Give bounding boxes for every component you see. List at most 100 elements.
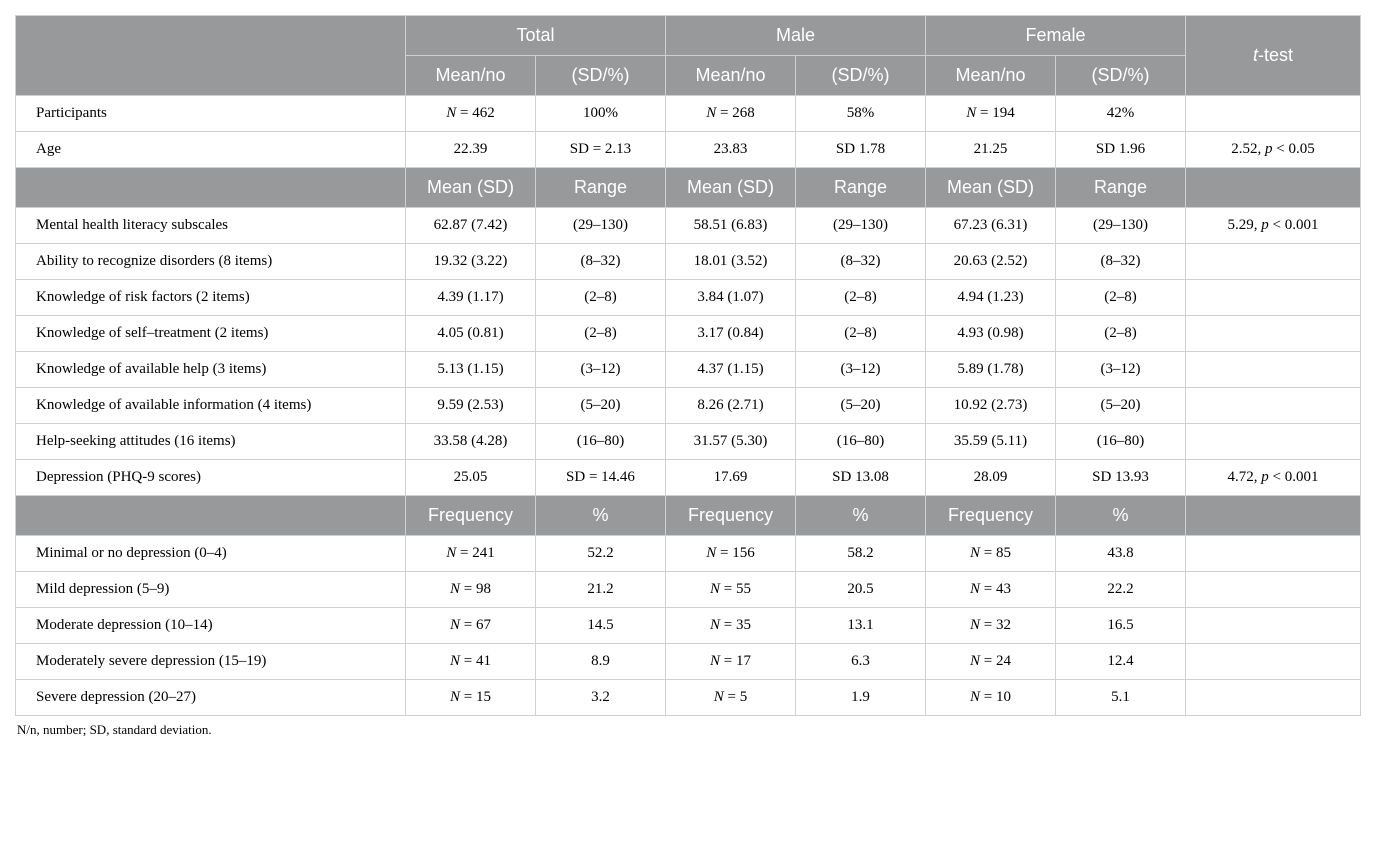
data-cell: 42% (1056, 96, 1186, 132)
data-cell: 8.26 (2.71) (666, 388, 796, 424)
ttest-cell (1186, 96, 1361, 132)
header-sub: Frequency (406, 496, 536, 536)
data-cell: 4.39 (1.17) (406, 280, 536, 316)
ttest-cell (1186, 644, 1361, 680)
data-cell: SD 1.96 (1056, 132, 1186, 168)
table-row: Knowledge of available help (3 items)5.1… (16, 352, 1361, 388)
header-female: Female (926, 16, 1186, 56)
data-cell: N = 268 (666, 96, 796, 132)
data-cell: (2–8) (796, 316, 926, 352)
data-cell: 19.32 (3.22) (406, 244, 536, 280)
data-cell: 23.83 (666, 132, 796, 168)
data-cell: 17.69 (666, 460, 796, 496)
row-label: Participants (16, 96, 406, 132)
data-cell: (3–12) (1056, 352, 1186, 388)
row-label: Knowledge of risk factors (2 items) (16, 280, 406, 316)
data-cell: 3.2 (536, 680, 666, 716)
data-cell: 5.1 (1056, 680, 1186, 716)
row-label: Moderate depression (10–14) (16, 608, 406, 644)
data-cell: (5–20) (796, 388, 926, 424)
table-row: Knowledge of self–treatment (2 items)4.0… (16, 316, 1361, 352)
data-cell: N = 15 (406, 680, 536, 716)
row-label: Ability to recognize disorders (8 items) (16, 244, 406, 280)
data-cell: 13.1 (796, 608, 926, 644)
data-cell: N = 24 (926, 644, 1056, 680)
row-label: Age (16, 132, 406, 168)
data-cell: SD 13.93 (1056, 460, 1186, 496)
header-blank (16, 16, 406, 96)
data-cell: N = 98 (406, 572, 536, 608)
data-cell: N = 67 (406, 608, 536, 644)
data-cell: 12.4 (1056, 644, 1186, 680)
table-row: Mild depression (5–9)N = 9821.2N = 5520.… (16, 572, 1361, 608)
data-cell: 33.58 (4.28) (406, 424, 536, 460)
table-row: Mental health literacy subscales62.87 (7… (16, 208, 1361, 244)
row-label: Mental health literacy subscales (16, 208, 406, 244)
ttest-cell (1186, 280, 1361, 316)
table-row: Knowledge of risk factors (2 items)4.39 … (16, 280, 1361, 316)
data-cell: (29–130) (1056, 208, 1186, 244)
row-label: Moderately severe depression (15–19) (16, 644, 406, 680)
table-row: Knowledge of available information (4 it… (16, 388, 1361, 424)
data-cell: 4.05 (0.81) (406, 316, 536, 352)
row-label: Knowledge of self–treatment (2 items) (16, 316, 406, 352)
data-cell: 21.25 (926, 132, 1056, 168)
data-cell: 35.59 (5.11) (926, 424, 1056, 460)
header-sub: Range (536, 168, 666, 208)
row-label: Knowledge of available information (4 it… (16, 388, 406, 424)
ttest-cell (1186, 352, 1361, 388)
header-sub: % (536, 496, 666, 536)
data-cell: 1.9 (796, 680, 926, 716)
header-blank (16, 168, 406, 208)
table-row: Moderate depression (10–14)N = 6714.5N =… (16, 608, 1361, 644)
header-sub: Frequency (666, 496, 796, 536)
section2-header-row: Mean (SD) Range Mean (SD) Range Mean (SD… (16, 168, 1361, 208)
header-blank (1186, 496, 1361, 536)
header-ttest: t-test (1186, 16, 1361, 96)
ttest-cell (1186, 424, 1361, 460)
data-cell: (2–8) (1056, 316, 1186, 352)
data-cell: N = 10 (926, 680, 1056, 716)
ttest-cell (1186, 316, 1361, 352)
table-row: Ability to recognize disorders (8 items)… (16, 244, 1361, 280)
row-label: Mild depression (5–9) (16, 572, 406, 608)
data-cell: (29–130) (796, 208, 926, 244)
data-cell: 18.01 (3.52) (666, 244, 796, 280)
data-cell: 62.87 (7.42) (406, 208, 536, 244)
data-cell: N = 462 (406, 96, 536, 132)
table-footnote: N/n, number; SD, standard deviation. (15, 722, 1360, 738)
data-cell: 58.51 (6.83) (666, 208, 796, 244)
data-cell: (29–130) (536, 208, 666, 244)
data-cell: N = 156 (666, 536, 796, 572)
table-row: Depression (PHQ-9 scores)25.05SD = 14.46… (16, 460, 1361, 496)
ttest-cell: 4.72, p < 0.001 (1186, 460, 1361, 496)
data-cell: SD = 2.13 (536, 132, 666, 168)
data-cell: (2–8) (796, 280, 926, 316)
data-cell: 5.13 (1.15) (406, 352, 536, 388)
data-cell: (5–20) (536, 388, 666, 424)
data-cell: 21.2 (536, 572, 666, 608)
row-label: Minimal or no depression (0–4) (16, 536, 406, 572)
section-depression-categories: Minimal or no depression (0–4)N = 24152.… (16, 536, 1361, 716)
section-scales: Mental health literacy subscales62.87 (7… (16, 208, 1361, 496)
table-row: Help-seeking attitudes (16 items)33.58 (… (16, 424, 1361, 460)
header-sub: % (796, 496, 926, 536)
data-cell: N = 55 (666, 572, 796, 608)
row-label: Depression (PHQ-9 scores) (16, 460, 406, 496)
data-cell: SD = 14.46 (536, 460, 666, 496)
table-row: Moderately severe depression (15–19) N = … (16, 644, 1361, 680)
data-cell: 5.89 (1.78) (926, 352, 1056, 388)
ttest-cell (1186, 572, 1361, 608)
row-label: Severe depression (20–27) (16, 680, 406, 716)
table-row: Age22.39SD = 2.1323.83SD 1.7821.25SD 1.9… (16, 132, 1361, 168)
header-sub: (SD/%) (536, 56, 666, 96)
data-cell: (8–32) (796, 244, 926, 280)
data-cell: 16.5 (1056, 608, 1186, 644)
data-cell: 4.94 (1.23) (926, 280, 1056, 316)
ttest-cell (1186, 536, 1361, 572)
data-cell: (3–12) (536, 352, 666, 388)
header-total: Total (406, 16, 666, 56)
ttest-cell (1186, 608, 1361, 644)
data-cell: (5–20) (1056, 388, 1186, 424)
data-cell: 4.93 (0.98) (926, 316, 1056, 352)
